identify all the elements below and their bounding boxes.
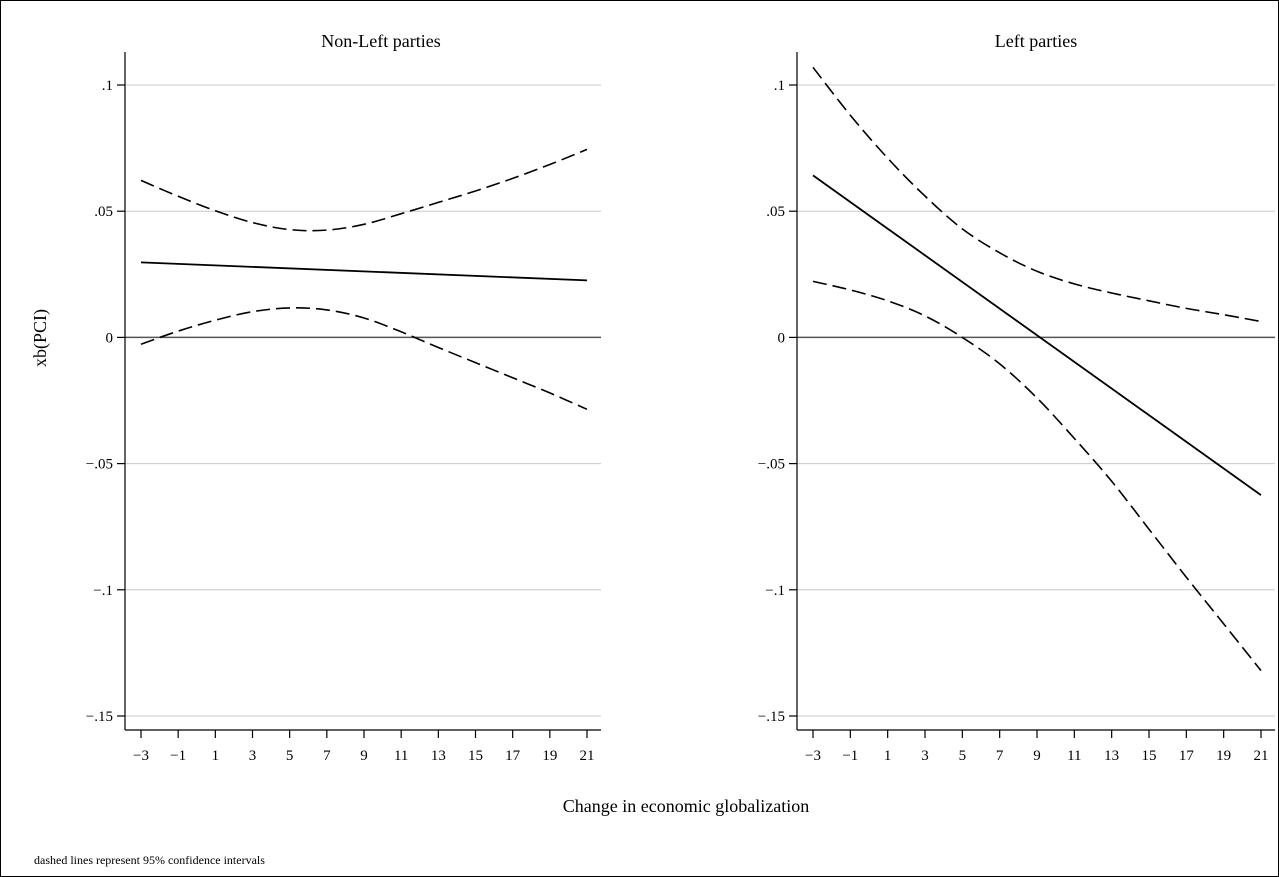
y-tick-label: −.05 xyxy=(86,457,113,473)
y-tick-label: .05 xyxy=(94,204,113,220)
x-tick-label: 13 xyxy=(431,748,446,764)
x-tick-label: 5 xyxy=(959,748,967,764)
y-tick-label: .1 xyxy=(102,78,113,94)
confidence-interval-line xyxy=(812,280,1262,672)
y-tick-label: −.1 xyxy=(93,583,113,599)
x-tick-label: 21 xyxy=(580,748,595,764)
y-tick-label: −.15 xyxy=(758,709,785,725)
x-tick-label: 15 xyxy=(1142,748,1157,764)
x-tick-label: 3 xyxy=(249,748,257,764)
x-tick-label: 1 xyxy=(212,748,220,764)
x-tick-label: −1 xyxy=(842,748,858,764)
x-tick-label: −1 xyxy=(170,748,186,764)
x-tick-label: 11 xyxy=(1067,748,1081,764)
x-tick-label: 7 xyxy=(323,748,331,764)
y-tick-label: 0 xyxy=(778,330,786,346)
y-tick-label: −.1 xyxy=(765,583,785,599)
confidence-interval-line xyxy=(140,148,588,232)
footnote: dashed lines represent 95% confidence in… xyxy=(34,853,265,867)
panel-title: Left parties xyxy=(995,31,1077,51)
panel-left-parties: −.15−.1−.050.05.1−3 −1 1 3 5 7 9 11 13 15 17 19 21Le… xyxy=(758,31,1275,764)
x-tick-label: 19 xyxy=(542,748,557,764)
x-tick-label: −3 xyxy=(133,748,149,764)
x-tick-label: 5 xyxy=(286,748,294,764)
x-axis-title: Change in economic globalization xyxy=(563,796,809,816)
x-tick-label: 9 xyxy=(360,748,368,764)
panel-title: Non-Left parties xyxy=(321,31,440,51)
x-tick-label: −3 xyxy=(805,748,821,764)
y-axis-title: xb(PCI) xyxy=(30,309,51,367)
y-tick-label: .1 xyxy=(774,78,785,94)
x-tick-label: 11 xyxy=(394,748,408,764)
y-tick-label: −.05 xyxy=(758,457,785,473)
x-tick-label: 21 xyxy=(1254,748,1269,764)
x-tick-label: 3 xyxy=(921,748,929,764)
confidence-interval-line xyxy=(812,66,1262,323)
x-tick-label: 9 xyxy=(1033,748,1041,764)
estimate-line xyxy=(140,261,588,282)
y-tick-label: −.15 xyxy=(86,709,113,725)
x-tick-label: 15 xyxy=(468,748,483,764)
confidence-interval-line xyxy=(140,307,588,411)
y-tick-label: 0 xyxy=(106,330,114,346)
x-tick-label: 17 xyxy=(1179,748,1195,764)
panel-non-left-parties: −.15−.1−.050.05.1−3 −1 1 3 5 7 9 11 13 15 17 19 21No… xyxy=(86,31,601,764)
y-tick-label: .05 xyxy=(766,204,785,220)
x-tick-label: 13 xyxy=(1104,748,1119,764)
x-tick-label: 1 xyxy=(884,748,892,764)
estimate-line xyxy=(812,174,1262,496)
x-tick-label: 19 xyxy=(1216,748,1231,764)
x-tick-label: 17 xyxy=(505,748,521,764)
x-tick-label: 7 xyxy=(996,748,1004,764)
